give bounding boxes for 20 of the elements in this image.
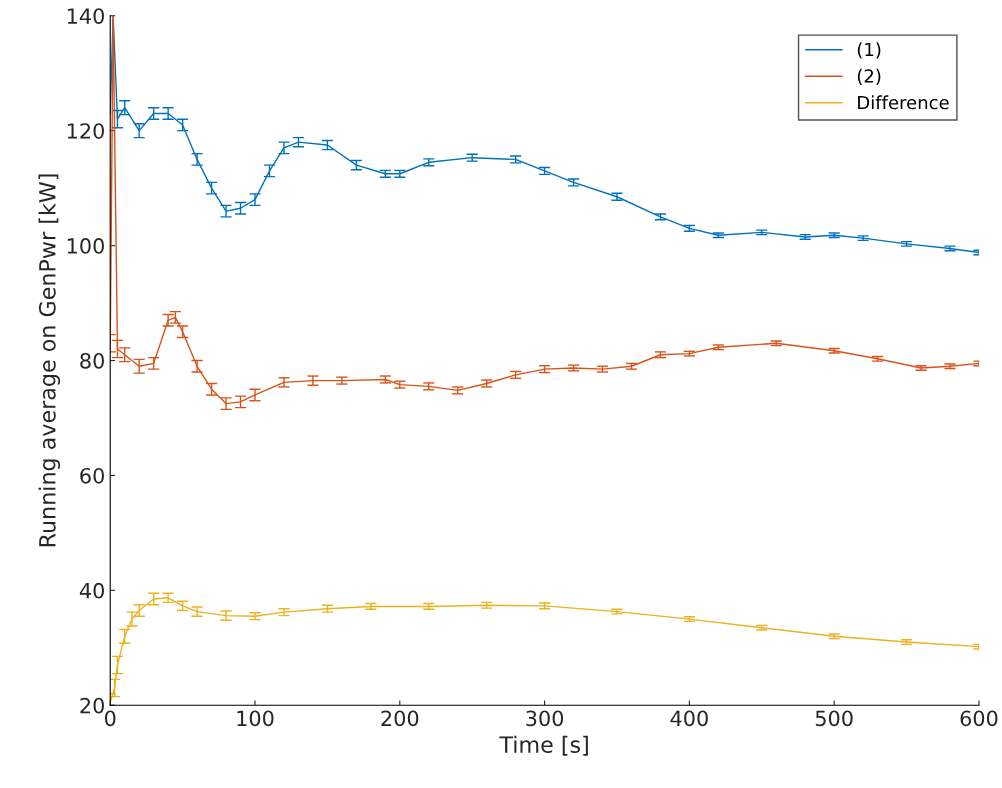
x-tick-label: 200 (381, 710, 419, 727)
legend-label: (1) (857, 42, 881, 59)
x-axis-title: Time [s] (499, 735, 588, 756)
y-tick-label: 60 (80, 467, 104, 484)
x-tick-label: 0 (104, 710, 116, 727)
x-tick-label: 600 (960, 710, 998, 727)
y-axis-title: Running average on GenPwr [kW] (38, 174, 61, 547)
legend-label: (2) (857, 68, 881, 85)
y-tick-label: 40 (79, 582, 104, 599)
line-series (110, 15, 979, 405)
x-tick-label: 400 (670, 710, 708, 727)
y-tick-label: 120 (67, 123, 104, 139)
y-tick-label: 80 (80, 352, 104, 369)
y-tick-label: 20 (80, 697, 104, 714)
x-tick-label: 300 (526, 710, 564, 727)
y-tick-label: 100 (67, 238, 104, 254)
x-tick-label: 100 (237, 710, 274, 727)
y-tick-label: 140 (67, 8, 104, 24)
legend-label: Difference (858, 95, 949, 110)
x-tick-label: 500 (815, 710, 853, 727)
